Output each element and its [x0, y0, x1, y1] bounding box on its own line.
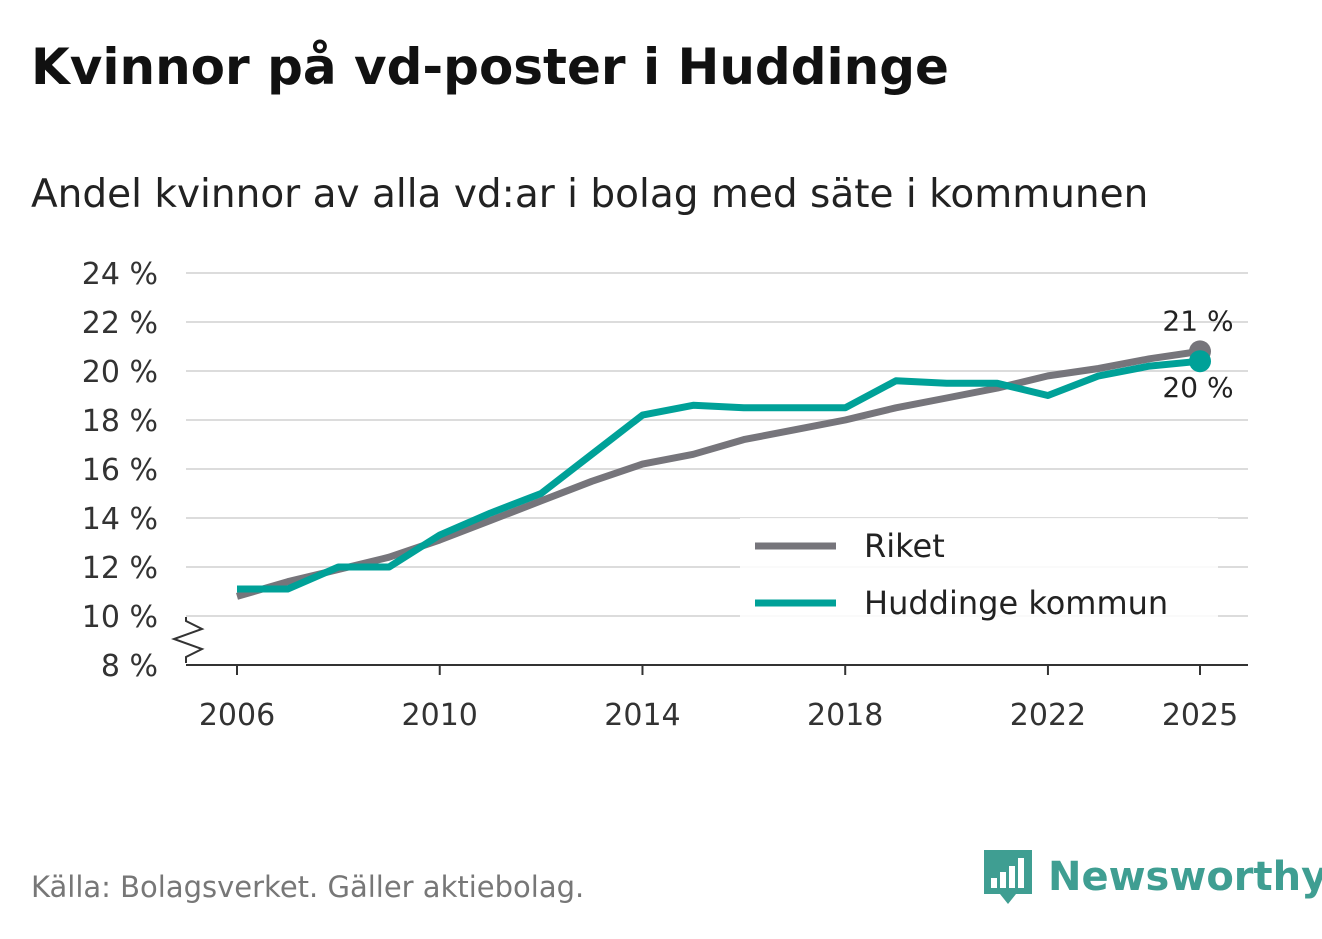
series-line-riket	[236, 347, 1201, 600]
legend: Riket Huddinge kommun	[740, 518, 1218, 622]
x-tick-label: 2025	[1162, 698, 1238, 733]
y-tick-label: 20 %	[82, 355, 158, 390]
newsworthy-logo-icon	[984, 850, 1032, 904]
legend-label-huddinge: Huddinge kommun	[864, 584, 1168, 622]
x-axis-ticks: 2006 2010 2014 2018 2022 2025	[199, 665, 1238, 733]
brand-logo[interactable]: Newsworthy	[980, 848, 1322, 906]
y-tick-label: 24 %	[82, 257, 158, 292]
gridlines	[186, 272, 1248, 617]
y-tick-label: 22 %	[82, 306, 158, 341]
brand-name: Newsworthy	[1048, 854, 1322, 900]
y-axis-ticks: 8 % 10 % 12 % 14 % 16 % 18 % 20 % 22 % 24 %	[82, 257, 158, 684]
y-tick-label: 8 %	[101, 649, 158, 684]
x-tick-label: 2014	[604, 698, 680, 733]
end-label-huddinge: 20 %	[1162, 371, 1233, 404]
y-tick-label: 14 %	[82, 502, 158, 537]
source-note: Källa: Bolagsverket. Gäller aktiebolag.	[31, 870, 585, 904]
series-line-huddinge	[237, 357, 1201, 593]
y-tick-label: 16 %	[82, 453, 158, 488]
y-tick-label: 10 %	[82, 600, 158, 635]
end-point-huddinge	[1189, 350, 1211, 373]
x-tick-label: 2010	[402, 698, 478, 733]
y-tick-label: 18 %	[82, 404, 158, 439]
series-lines	[236, 347, 1201, 600]
axis-break-icon	[171, 617, 205, 663]
x-tick-label: 2022	[1010, 698, 1086, 733]
y-tick-label: 12 %	[82, 551, 158, 586]
x-tick-label: 2018	[807, 698, 883, 733]
chart-title: Kvinnor på vd-poster i Huddinge	[31, 38, 949, 96]
x-tick-label: 2006	[199, 698, 275, 733]
end-label-riket: 21 %	[1162, 304, 1233, 337]
legend-label-riket: Riket	[864, 527, 945, 565]
chart-subtitle: Andel kvinnor av alla vd:ar i bolag med …	[31, 172, 1149, 217]
end-point-markers	[1189, 340, 1211, 373]
